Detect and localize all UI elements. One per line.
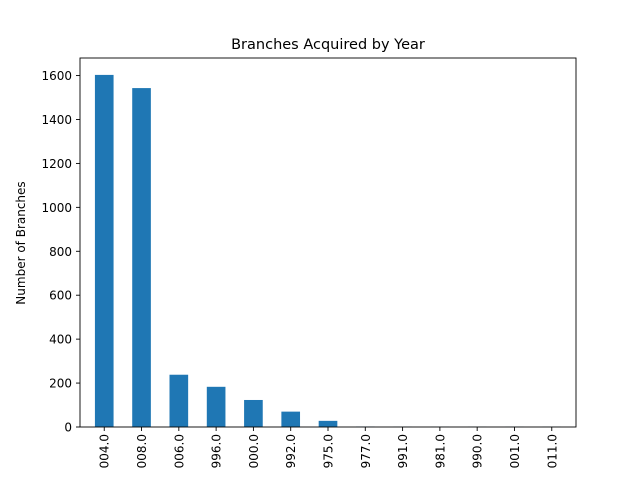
x-tick-label: 004.0: [98, 434, 112, 468]
x-axis-ticks: 004.0 008.0 006.0 996.0 000.0 992.0 975.0 977.0…: [98, 427, 560, 468]
x-tick-label: 992.0: [284, 434, 298, 468]
y-tick-label: 1400: [41, 113, 72, 127]
x-tick-label: 011.0: [545, 434, 559, 468]
plot-area-frame: [80, 58, 576, 427]
x-tick-label: 991.0: [396, 434, 410, 468]
chart-title: Branches Acquired by Year: [231, 37, 425, 53]
y-tick-label: 1600: [41, 69, 72, 83]
y-tick-label: 800: [49, 245, 72, 259]
y-tick-label: 200: [49, 377, 72, 391]
y-tick-label: 1200: [41, 157, 72, 171]
x-tick-label: 996.0: [210, 434, 224, 468]
x-tick-label: 008.0: [135, 434, 149, 468]
y-axis-label: Number of Branches: [14, 181, 28, 304]
y-axis-ticks: 0 200 400 600 800 1000 1200 1400 1600: [41, 69, 80, 434]
x-tick-label: 977.0: [359, 434, 373, 468]
x-tick-label: 006.0: [172, 434, 186, 468]
bar-996.0: [207, 387, 226, 427]
y-tick-label: 1000: [41, 201, 72, 215]
bar-975.0: [319, 421, 338, 427]
bar-008.0: [132, 88, 151, 427]
x-tick-label: 975.0: [322, 434, 336, 468]
x-tick-label: 000.0: [247, 434, 261, 468]
bar-004.0: [95, 75, 114, 427]
y-tick-label: 0: [64, 421, 72, 435]
y-tick-label: 400: [49, 333, 72, 347]
x-tick-label: 001.0: [508, 434, 522, 468]
bar-000.0: [244, 400, 263, 427]
bars-layer: [95, 75, 561, 427]
bar-006.0: [170, 375, 189, 427]
x-tick-label: 981.0: [433, 434, 447, 468]
y-tick-label: 600: [49, 289, 72, 303]
x-tick-label: 990.0: [471, 434, 485, 468]
bar-992.0: [281, 412, 300, 427]
